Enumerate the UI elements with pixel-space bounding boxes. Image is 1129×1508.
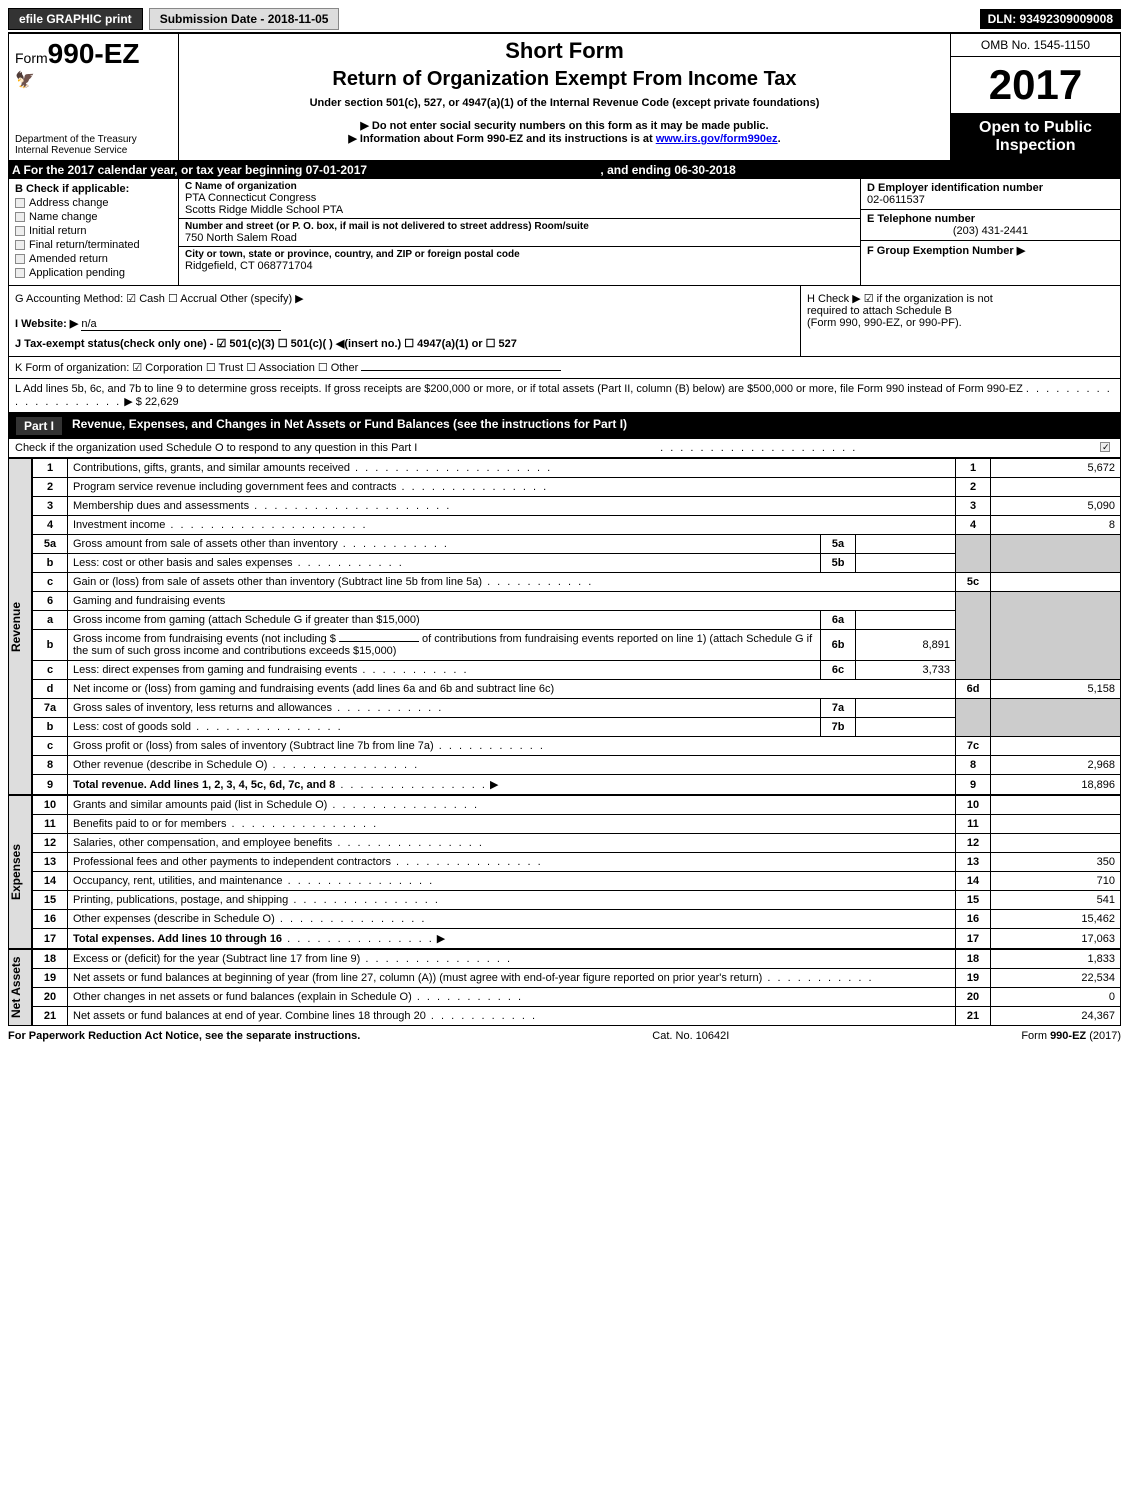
checkbox-application-pending[interactable] [15,268,25,278]
checkbox-schedule-o[interactable] [1100,442,1110,452]
phone-value: (203) 431-2441 [867,225,1114,237]
info-note: ▶ Information about Form 990-EZ and its … [189,132,940,145]
org-name-1: PTA Connecticut Congress [185,192,854,204]
line20-amount: 0 [991,988,1121,1007]
section-c-org-name: C Name of organization PTA Connecticut C… [179,179,860,285]
revenue-section: Revenue 1Contributions, gifts, grants, a… [8,458,1121,795]
section-g-h: G Accounting Method: ☑ Cash ☐ Accrual Ot… [8,286,1121,357]
line15-amount: 541 [991,891,1121,910]
short-form-title: Short Form [189,38,940,64]
paperwork-notice: For Paperwork Reduction Act Notice, see … [8,1030,360,1042]
ein-label: D Employer identification number [867,182,1043,194]
gross-receipts-amount: ▶ $ 22,629 [124,396,178,408]
top-bar: efile GRAPHIC print Submission Date - 20… [8,8,1121,30]
group-exemption-label: F Group Exemption Number ▶ [867,245,1025,257]
line6b-amount: 8,891 [856,630,956,661]
phone-label: E Telephone number [867,213,975,225]
line14-amount: 710 [991,872,1121,891]
header-right: OMB No. 1545-1150 2017 Open to Public In… [950,34,1120,160]
line13-amount: 350 [991,853,1121,872]
net-assets-table: 18Excess or (deficit) for the year (Subt… [32,949,1121,1026]
submission-date-button[interactable]: Submission Date - 2018-11-05 [149,8,340,30]
expenses-section: Expenses 10Grants and similar amounts pa… [8,795,1121,949]
line8-amount: 2,968 [991,756,1121,775]
ssn-note: ▶ Do not enter social security numbers o… [189,119,940,132]
line21-amount: 24,367 [991,1007,1121,1026]
line1-amount: 5,672 [991,459,1121,478]
section-k-form-org: K Form of organization: ☑ Corporation ☐ … [8,357,1121,379]
tax-year: 2017 [951,57,1120,113]
line-a-tax-year: A For the 2017 calendar year, or tax yea… [8,161,1121,179]
form-number: Form990-EZ [15,38,172,70]
omb-number: OMB No. 1545-1150 [951,34,1120,57]
page-footer: For Paperwork Reduction Act Notice, see … [8,1026,1121,1046]
ein-value: 02-0611537 [867,194,925,206]
header-left: Form990-EZ 🦅 Department of the Treasury … [9,34,179,160]
dept-treasury: Department of the Treasury Internal Reve… [15,134,172,156]
checkbox-amended-return[interactable] [15,254,25,264]
expenses-table: 10Grants and similar amounts paid (list … [32,795,1121,949]
checkbox-name-change[interactable] [15,212,25,222]
section-g-accounting: G Accounting Method: ☑ Cash ☐ Accrual Ot… [9,286,800,356]
open-to-public: Open to Public Inspection [951,113,1120,160]
subtitle: Under section 501(c), 527, or 4947(a)(1)… [189,97,940,109]
irs-link[interactable]: www.irs.gov/form990ez [656,133,778,145]
org-address: 750 North Salem Road [185,232,854,244]
revenue-table: 1Contributions, gifts, grants, and simil… [32,458,1121,795]
line18-amount: 1,833 [991,950,1121,969]
line16-amount: 15,462 [991,910,1121,929]
website-value: n/a [81,318,281,331]
section-h-schedule-b: H Check ▶ ☑ if the organization is not r… [800,286,1120,356]
line9-amount: 18,896 [991,775,1121,795]
part-1-header: Part I Revenue, Expenses, and Changes in… [8,413,1121,439]
net-assets-section: Net Assets 18Excess or (deficit) for the… [8,949,1121,1026]
return-title: Return of Organization Exempt From Incom… [189,68,940,91]
part1-check-note: Check if the organization used Schedule … [8,439,1121,458]
cat-number: Cat. No. 10642I [652,1030,729,1042]
section-j-tax-status: J Tax-exempt status(check only one) - ☑ … [15,337,794,350]
org-city: Ridgefield, CT 068771704 [185,260,854,272]
org-info-block: B Check if applicable: Address change Na… [8,179,1121,286]
section-b-checkboxes: B Check if applicable: Address change Na… [9,179,179,285]
irs-seal-icon: 🦅 [15,70,172,90]
line19-amount: 22,534 [991,969,1121,988]
revenue-side-label: Revenue [8,458,32,795]
line6c-amount: 3,733 [856,661,956,680]
section-d-e-f: D Employer identification number 02-0611… [860,179,1120,285]
dln-label: DLN: 93492309009008 [980,9,1121,29]
expenses-side-label: Expenses [8,795,32,949]
checkbox-initial-return[interactable] [15,226,25,236]
line3-amount: 5,090 [991,497,1121,516]
form-page: efile GRAPHIC print Submission Date - 20… [0,0,1129,1054]
line4-amount: 8 [991,516,1121,535]
checkbox-final-return[interactable] [15,240,25,250]
net-assets-side-label: Net Assets [8,949,32,1026]
efile-print-button[interactable]: efile GRAPHIC print [8,8,143,30]
section-l-gross-receipts: L Add lines 5b, 6c, and 7b to line 9 to … [8,379,1121,413]
org-name-2: Scotts Ridge Middle School PTA [185,204,854,216]
line6d-amount: 5,158 [991,680,1121,699]
checkbox-address-change[interactable] [15,198,25,208]
header-title-block: Short Form Return of Organization Exempt… [179,34,950,160]
line17-amount: 17,063 [991,929,1121,949]
form-header: Form990-EZ 🦅 Department of the Treasury … [8,32,1121,161]
form-ref: Form 990-EZ (2017) [1021,1030,1121,1042]
